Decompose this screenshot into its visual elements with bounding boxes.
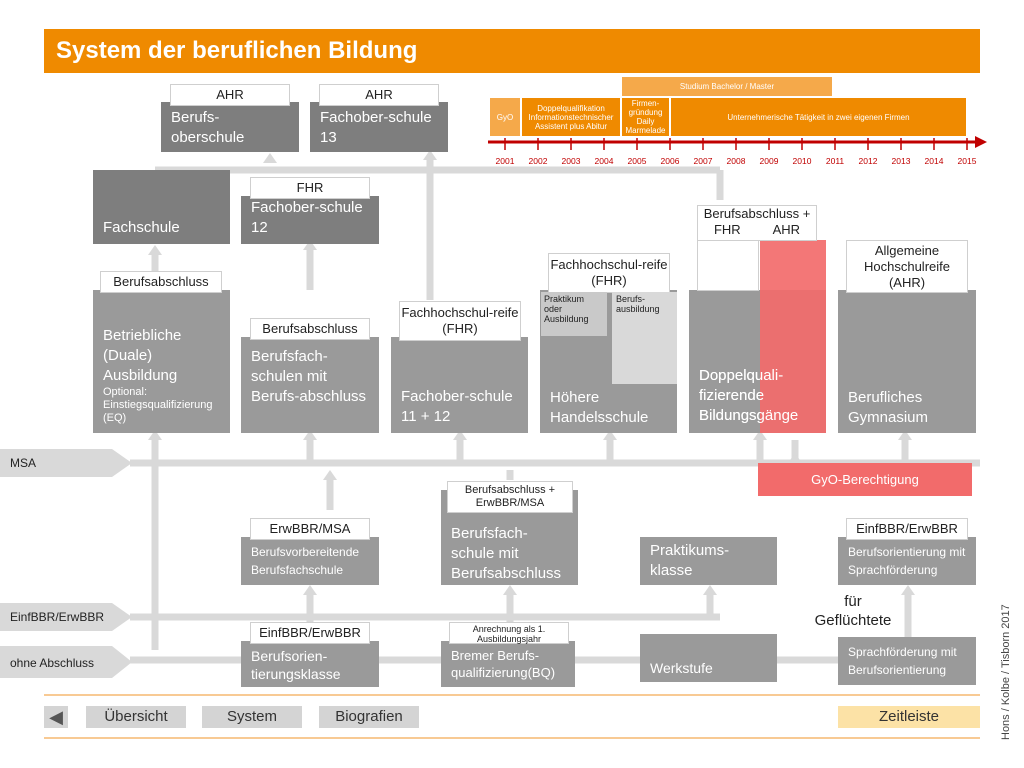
box-fachoberschule-12[interactable]: Fachober-schule 12 <box>241 196 379 244</box>
timeline-unternehmer: Unternehmerische Tätigkeit in zwei eigen… <box>671 98 966 136</box>
box-sprachfoerderung[interactable]: Sprachförderung mit Berufsorientierung <box>838 637 976 685</box>
year-label: 2015 <box>957 156 977 166</box>
timeline-studium: Studium Bachelor / Master <box>622 77 832 96</box>
nav-zeitleiste[interactable]: Zeitleiste <box>838 706 980 728</box>
label-erwbbr-msa: ErwBBR/MSA <box>250 518 370 540</box>
timeline-firmen: Firmen-gründung Daily Marmelade <box>622 98 669 136</box>
box-berufsoberschule[interactable]: Berufs-oberschule <box>161 102 299 152</box>
label-fhr: FHR <box>713 222 741 237</box>
label-line1: Berufsabschluss + <box>703 206 811 221</box>
credit-text: Hons / Kolbe / Tisborn 2017 <box>1000 604 1012 740</box>
year-label: 2008 <box>726 156 746 166</box>
year-label: 2004 <box>594 156 614 166</box>
betriebliche-title: Betriebliche (Duale) Ausbildung <box>103 327 182 384</box>
label-ahr: AHR <box>772 222 801 237</box>
year-label: 2012 <box>858 156 878 166</box>
label-ahr-2: AHR <box>319 84 439 106</box>
label-anrechnung: Anrechnung als 1. Ausbildungsjahr <box>449 622 569 644</box>
year-label: 2005 <box>627 156 647 166</box>
box-fachschule[interactable]: Fachschule <box>93 170 230 244</box>
box-werkstufe[interactable]: Werkstufe <box>640 634 777 682</box>
page-title: System der beruflichen Bildung <box>56 37 418 64</box>
nav-system[interactable]: System <box>202 706 302 728</box>
label-fhr-top: FHR <box>250 177 370 199</box>
arrow-label-msa: MSA <box>10 456 37 470</box>
box-fachoberschule-11-12[interactable]: Fachober-schule 11 + 12 <box>391 337 528 433</box>
box-betriebliche-ausbildung[interactable]: Betriebliche (Duale) Ausbildung Optional… <box>93 290 230 433</box>
label-ahr-1: AHR <box>170 84 290 106</box>
label-berufsabschluss-1: Berufsabschluss <box>100 271 222 293</box>
box-fachoberschule-13[interactable]: Fachober-schule 13 <box>310 102 448 152</box>
arrow-label-ohne: ohne Abschluss <box>10 656 95 670</box>
label-line2: FHR AHR <box>698 222 816 238</box>
gyo-berechtigung: GyO-Berechtigung <box>758 463 972 496</box>
year-label: 2010 <box>792 156 812 166</box>
label-einfbbr-erwbbr-right: EinfBBR/ErwBBR <box>846 518 968 540</box>
timeline-doppel: Doppelqualifikation Informationstechnisc… <box>522 98 620 136</box>
year-label: 2009 <box>759 156 779 166</box>
box-berufsvorbereitende[interactable]: Berufsvorbereitende Berufsfachschule <box>241 537 379 585</box>
year-label: 2013 <box>891 156 911 166</box>
pink-highlight <box>760 240 826 433</box>
box-praktikumsklasse[interactable]: Praktikums-klasse <box>640 537 777 585</box>
sub-berufsausbildung: Berufs-ausbildung <box>612 292 677 384</box>
label-berufsabschluss-fhr-ahr: Berufsabschluss + FHR AHR <box>697 205 817 241</box>
label-berufsabschluss-erwbbr: Berufsabschluss + ErwBBR/MSA <box>447 481 573 513</box>
back-arrow-icon[interactable]: ◀ <box>44 706 68 728</box>
label-allg-hochschulreife: Allgemeine Hochschulreife (AHR) <box>846 240 968 293</box>
nav-biografien[interactable]: Biografien <box>319 706 419 728</box>
year-label: 2003 <box>561 156 581 166</box>
doppelquali-overlay: Doppelquali-fizierende Bildungsgänge <box>699 367 799 424</box>
title-bar: System der beruflichen Bildung <box>44 29 980 73</box>
year-label: 2007 <box>693 156 713 166</box>
year-label: 2014 <box>924 156 944 166</box>
betriebliche-optional: Optional: Einstiegsqualifizierung (EQ) <box>103 386 213 424</box>
box-berufsorientierungsklasse[interactable]: Berufsorien-tierungsklasse <box>241 641 379 687</box>
label-fhr-reife-1: Fachhochschul-reife (FHR) <box>399 301 521 341</box>
box-bremer-bq[interactable]: Bremer Berufs-qualifizierung(BQ) <box>441 641 575 687</box>
label-gefluechtete: für Geflüchtete <box>814 593 892 629</box>
year-label: 2011 <box>825 156 845 166</box>
year-label: 2002 <box>528 156 548 166</box>
label-fhr-reife-2: Fachhochschul-reife (FHR) <box>548 253 670 293</box>
box-berufsfachschulen[interactable]: Berufsfach-schulen mit Berufs-abschluss <box>241 337 379 433</box>
nav-uebersicht[interactable]: Übersicht <box>86 706 186 728</box>
sub-praktikum: Praktikum oder Ausbildung <box>541 292 607 336</box>
timeline-gyo: GyO <box>490 98 520 136</box>
box-berufsorientierung-sprach[interactable]: Berufsorientierung mit Sprachförderung <box>838 537 976 585</box>
year-label: 2001 <box>495 156 515 166</box>
arrow-label-einfbbr: EinfBBR/ErwBBR <box>10 610 105 624</box>
fhr-column <box>697 241 759 291</box>
year-label: 2006 <box>660 156 680 166</box>
label-einfbbr-erwbbr-mid: EinfBBR/ErwBBR <box>250 622 370 644</box>
box-berufliches-gymnasium[interactable]: Berufliches Gymnasium <box>838 290 976 433</box>
label-berufsabschluss-2: Berufsabschluss <box>250 318 370 340</box>
